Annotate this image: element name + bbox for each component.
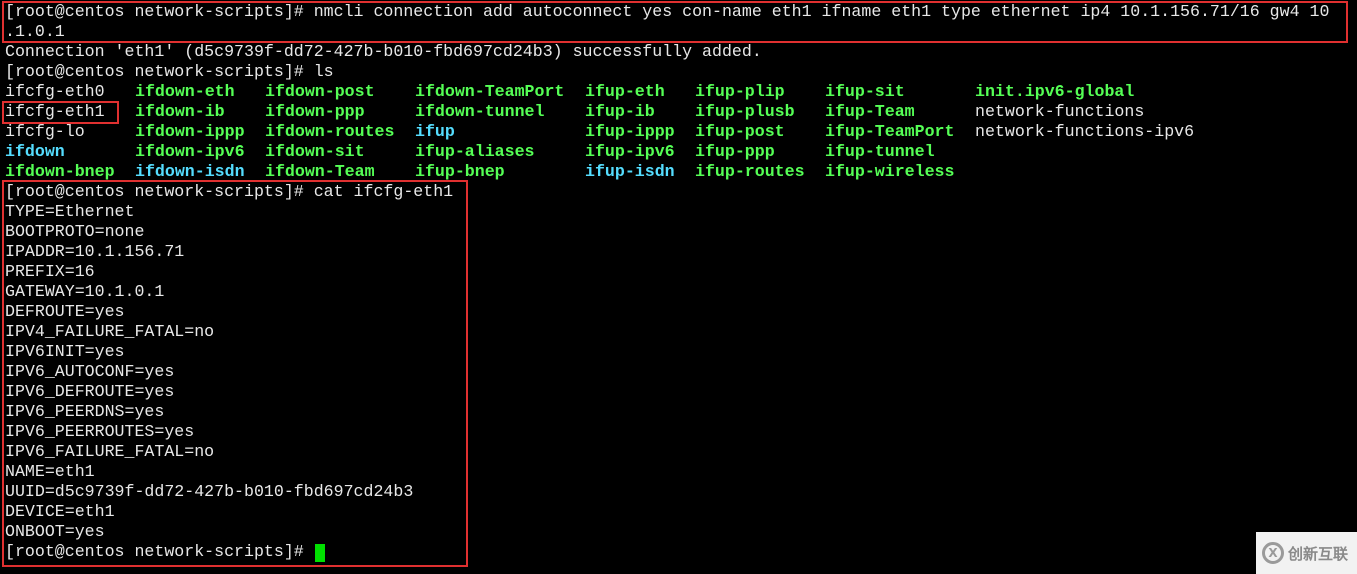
ls-entry: ifdown-tunnel — [415, 102, 545, 121]
logo-icon: X — [1262, 542, 1284, 564]
ls-entry: ifup-sit — [825, 82, 905, 101]
ls-entry: ifdown-ib — [135, 102, 225, 121]
highlight-box-ifcfg-eth1 — [2, 101, 119, 124]
config-line: NAME=eth1 — [5, 462, 95, 481]
ls-entry: ifup-bnep — [415, 162, 505, 181]
ls-entry: ifdown-bnep — [5, 162, 115, 181]
watermark: X 创新互联 — [1256, 532, 1357, 574]
ls-entry: ifdown-post — [265, 82, 375, 101]
ls-entry: ifdown-ppp — [265, 102, 365, 121]
ls-entry: ifup-isdn — [585, 162, 675, 181]
ls-entry: ifdown — [5, 142, 65, 161]
terminal-cursor — [315, 544, 325, 562]
ls-entry: ifup-routes — [695, 162, 805, 181]
terminal-line: [root@centos network-scripts]# nmcli con… — [5, 2, 1330, 21]
ls-entry: ifcfg-eth1 — [5, 102, 105, 121]
ls-entry: ifup-ipv6 — [585, 142, 675, 161]
terminal-line: .1.0.1 — [5, 22, 65, 41]
ls-entry: ifcfg-lo — [5, 122, 85, 141]
ls-entry: ifup-eth — [585, 82, 665, 101]
ls-entry: init.ipv6-global — [975, 82, 1135, 101]
config-line: IPV4_FAILURE_FATAL=no — [5, 322, 215, 341]
ls-entry: ifup-ppp — [695, 142, 775, 161]
config-line: IPADDR=10.1.156.71 — [5, 242, 185, 261]
config-line: IPV6_PEERDNS=yes — [5, 402, 165, 421]
ls-entry: ifdown-Team — [265, 162, 375, 181]
ls-entry: ifup-Team — [825, 102, 915, 121]
terminal-line: [root@centos network-scripts]# ls — [5, 62, 334, 81]
ls-entry: ifup-plusb — [695, 102, 795, 121]
config-line: IPV6INIT=yes — [5, 342, 125, 361]
ls-entry: ifdown-sit — [265, 142, 365, 161]
ls-entry: ifup-TeamPort — [825, 122, 955, 141]
config-line: DEFROUTE=yes — [5, 302, 125, 321]
ls-entry: ifup-wireless — [825, 162, 955, 181]
ls-entry: ifup — [415, 122, 455, 141]
ls-entry: ifup-post — [695, 122, 785, 141]
ls-entry: ifdown-eth — [135, 82, 235, 101]
watermark-text: 创新互联 — [1288, 544, 1349, 563]
ls-entry: ifup-ib — [585, 102, 655, 121]
config-line: IPV6_DEFROUTE=yes — [5, 382, 175, 401]
config-line: IPV6_AUTOCONF=yes — [5, 362, 175, 381]
terminal-prompt-line: [root@centos network-scripts]# — [5, 542, 314, 561]
config-line: UUID=d5c9739f-dd72-427b-b010-fbd697cd24b… — [5, 482, 414, 501]
ls-entry: ifcfg-eth0 — [5, 82, 105, 101]
ls-entry: ifdown-isdn — [135, 162, 245, 181]
ls-entry: ifup-tunnel — [825, 142, 935, 161]
terminal-line: Connection 'eth1' (d5c9739f-dd72-427b-b0… — [5, 42, 762, 61]
ls-entry: ifdown-TeamPort — [415, 82, 565, 101]
highlight-box-cat-output — [2, 180, 468, 567]
ls-entry: network-functions-ipv6 — [975, 122, 1195, 141]
config-line: GATEWAY=10.1.0.1 — [5, 282, 165, 301]
config-line: DEVICE=eth1 — [5, 502, 115, 521]
ls-entry: ifup-plip — [695, 82, 785, 101]
ls-entry: ifup-ippp — [585, 122, 675, 141]
config-line: PREFIX=16 — [5, 262, 95, 281]
ls-entry: ifup-aliases — [415, 142, 535, 161]
ls-entry: ifdown-ippp — [135, 122, 245, 141]
ls-entry: ifdown-ipv6 — [135, 142, 245, 161]
config-line: TYPE=Ethernet — [5, 202, 135, 221]
ls-entry: network-functions — [975, 102, 1145, 121]
terminal-prompt-line: [root@centos network-scripts]# cat ifcfg… — [5, 182, 454, 201]
config-line: BOOTPROTO=none — [5, 222, 145, 241]
config-line: IPV6_FAILURE_FATAL=no — [5, 442, 215, 461]
config-line: IPV6_PEERROUTES=yes — [5, 422, 195, 441]
config-line: ONBOOT=yes — [5, 522, 105, 541]
ls-entry: ifdown-routes — [265, 122, 395, 141]
highlight-box-command — [2, 1, 1348, 43]
